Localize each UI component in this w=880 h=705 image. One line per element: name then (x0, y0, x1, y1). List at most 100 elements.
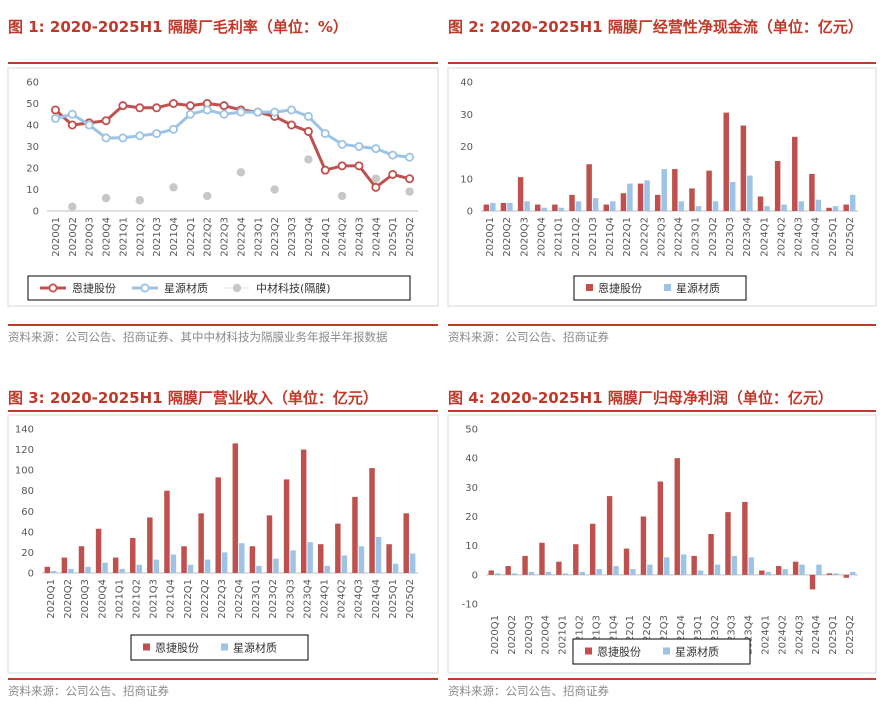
bar (654, 194, 661, 211)
y-tick-label: 140 (15, 425, 34, 436)
legend-swatch (586, 284, 593, 291)
x-tick-label: 2025Q2 (405, 217, 416, 257)
data-point (405, 187, 414, 196)
data-point (236, 107, 246, 117)
chart-frame (7, 414, 439, 674)
data-point (320, 165, 330, 175)
data-point (371, 144, 381, 154)
legend-swatch (585, 647, 592, 655)
data-point (287, 105, 297, 115)
bar (775, 566, 782, 575)
bar (358, 546, 365, 573)
bar (697, 570, 704, 575)
bar (637, 183, 644, 211)
x-tick-label: 2022Q2 (642, 615, 653, 655)
bar (725, 512, 731, 575)
bar (273, 558, 279, 573)
x-tick-label: 2025Q2 (845, 217, 856, 257)
bar (552, 204, 558, 211)
chart-title-3: 图 3: 2020-2025H1 隔膜厂营业收入（单位：亿元） (8, 389, 378, 407)
y-tick-label: 0 (467, 207, 473, 218)
x-tick-label: 2024Q1 (761, 615, 772, 655)
x-tick-label: 2023Q2 (268, 579, 279, 619)
bar (672, 169, 678, 211)
x-tick-label: 2021Q1 (558, 615, 569, 655)
bar (799, 564, 805, 575)
x-tick-label: 2022Q3 (659, 615, 670, 655)
legend-swatch (663, 647, 670, 655)
data-point (135, 103, 145, 113)
y-tick-label: 0 (33, 207, 39, 218)
chart-3-svg: 0 20 40 60 80 100 120 140 2020Q1 2020Q2 2020Q3 2020… (7, 414, 439, 674)
x-tick-label: 2024Q3 (354, 579, 365, 619)
data-point (202, 105, 212, 115)
bar (490, 202, 496, 211)
data-point (101, 116, 111, 126)
x-tick-label: 2022Q3 (220, 217, 231, 257)
legend-label: 恩捷股份 (72, 281, 116, 295)
x-tick-label: 2022Q2 (639, 217, 650, 257)
bar (757, 196, 764, 211)
y-tick-label: 80 (21, 486, 34, 497)
source-note-4: 资料来源：公司公告、招商证券 (448, 684, 609, 698)
legend-swatch-marker (140, 283, 150, 293)
legend-label: 恩捷股份 (155, 641, 199, 655)
bar (232, 443, 239, 573)
x-tick-label: 2022Q4 (676, 615, 687, 655)
bar (764, 206, 770, 211)
x-tick-label: 2021Q4 (166, 579, 177, 619)
legend-box (572, 638, 751, 665)
x-tick-label: 2024Q3 (794, 217, 805, 257)
bottom-rule-2 (448, 324, 876, 326)
x-tick-label: 2020Q4 (541, 615, 552, 655)
data-point (337, 191, 347, 201)
x-tick-label: 2023Q1 (253, 217, 264, 257)
bar (644, 180, 650, 211)
x-tick-label: 2021Q4 (605, 217, 616, 257)
bar (130, 538, 136, 573)
data-point (320, 129, 330, 139)
bar (759, 570, 765, 575)
bar (505, 566, 511, 575)
y-tick-label: 20 (21, 548, 34, 559)
data-point (388, 169, 398, 179)
bar (689, 188, 695, 211)
legend-label: 恩捷股份 (598, 281, 642, 295)
y-tick-label: 50 (26, 99, 39, 110)
bar (556, 561, 562, 575)
y-tick-label: 10 (26, 185, 39, 196)
y-tick-label: 60 (21, 507, 34, 518)
bar (68, 568, 74, 573)
bar (782, 569, 788, 575)
bar (798, 201, 805, 211)
bar (256, 565, 262, 573)
data-point (371, 174, 381, 183)
x-tick-label: 2020Q4 (536, 217, 547, 257)
data-point (67, 109, 77, 119)
bar (774, 161, 781, 211)
bar (613, 566, 619, 575)
bottom-rule-1 (8, 324, 438, 326)
bar (708, 534, 714, 575)
data-point (185, 109, 195, 119)
x-tick-label: 2023Q1 (691, 217, 702, 257)
x-tick-label: 2022Q3 (656, 217, 667, 257)
bar (620, 193, 627, 211)
data-point (118, 101, 128, 111)
bar (524, 201, 530, 211)
title-underline-3 (8, 410, 438, 412)
x-tick-label: 2022Q1 (186, 217, 197, 257)
y-tick-label: 40 (21, 527, 34, 538)
x-tick-label: 2024Q1 (321, 217, 332, 257)
data-point (337, 161, 347, 171)
x-tick-label: 2023Q2 (708, 217, 719, 257)
source-note-3: 资料来源：公司公告、招商证券 (8, 684, 169, 698)
x-tick-label: 2021Q1 (114, 579, 125, 619)
chart-panel-4: 图 4: 2020-2025H1 隔膜厂归母净利润（单位：亿元） -10 0 10 2… (440, 385, 880, 705)
x-tick-label: 2020Q4 (102, 217, 113, 257)
legend-box (130, 634, 309, 661)
legend-box (573, 275, 747, 301)
x-tick-label: 2021Q3 (588, 217, 599, 257)
bar (575, 201, 582, 211)
bar (562, 573, 569, 575)
